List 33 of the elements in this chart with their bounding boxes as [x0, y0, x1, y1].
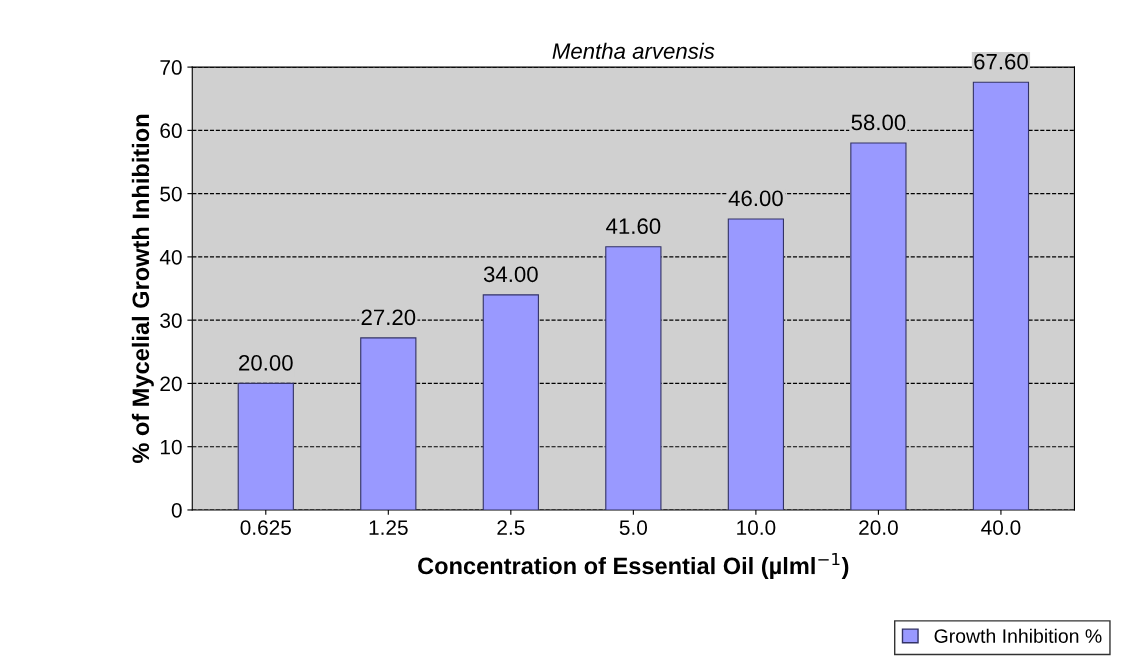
data-label: 67.60 [974, 53, 1028, 70]
y-tick-label: 10 [160, 439, 182, 455]
x-tick-label: 1.25 [369, 520, 408, 535]
y-tick-label: 60 [160, 123, 182, 139]
x-tick-label: 40.0 [981, 520, 1021, 535]
chart-title: Mentha arvensis [552, 42, 715, 59]
x-tick-label: 2.5 [497, 520, 525, 535]
bar [360, 337, 417, 510]
x-tick-label: 10.0 [737, 520, 776, 535]
y-tick-label: 20 [160, 376, 182, 392]
bar [482, 294, 539, 510]
data-label: 27.20 [361, 309, 416, 326]
bar [972, 81, 1030, 510]
data-label: 20.00 [239, 354, 293, 371]
y-axis-title: % of Mycelial Growth Inhibition [131, 114, 154, 464]
x-tick-label: 5.0 [619, 520, 648, 535]
y-tick-label: 50 [160, 186, 182, 202]
data-label: 41.60 [606, 218, 661, 235]
y-tick-label: 30 [160, 313, 182, 328]
data-label: 58.00 [851, 114, 906, 131]
y-tick-label: 0 [171, 502, 182, 518]
bar [850, 142, 907, 510]
x-tick-label: 0.625 [240, 520, 291, 535]
bar [727, 218, 785, 510]
x-axis-title: Concentration of Essential Oil (µlml$^{−1}$) [418, 552, 849, 579]
data-label: 34.00 [483, 266, 538, 283]
data-label: 46.00 [728, 190, 783, 207]
bar [605, 246, 662, 510]
legend-label: Growth Inhibition % [934, 628, 1102, 643]
y-tick-label: 40 [159, 249, 182, 265]
bar [237, 382, 294, 510]
x-tick-label: 20.0 [859, 520, 898, 535]
y-tick-label: 70 [160, 60, 182, 75]
